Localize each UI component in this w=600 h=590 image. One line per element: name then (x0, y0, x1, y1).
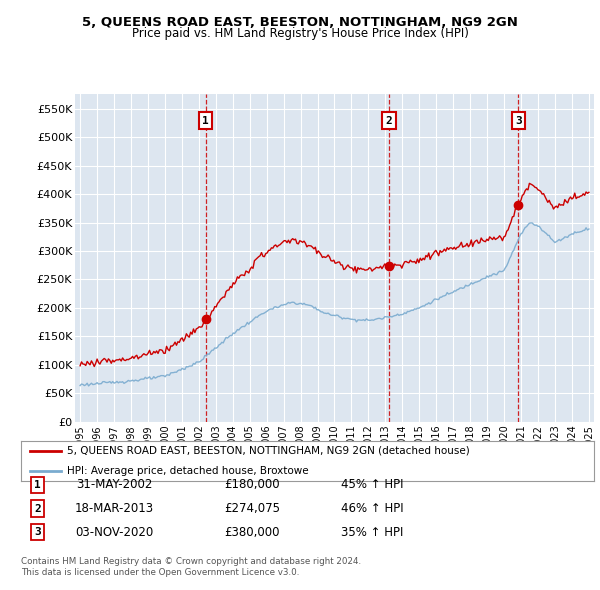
Text: 18-MAR-2013: 18-MAR-2013 (74, 502, 154, 515)
Text: 5, QUEENS ROAD EAST, BEESTON, NOTTINGHAM, NG9 2GN: 5, QUEENS ROAD EAST, BEESTON, NOTTINGHAM… (82, 16, 518, 29)
Text: Contains HM Land Registry data © Crown copyright and database right 2024.: Contains HM Land Registry data © Crown c… (21, 557, 361, 566)
Text: 35% ↑ HPI: 35% ↑ HPI (341, 526, 403, 539)
Text: HPI: Average price, detached house, Broxtowe: HPI: Average price, detached house, Brox… (67, 466, 308, 476)
Text: 03-NOV-2020: 03-NOV-2020 (75, 526, 153, 539)
Text: Price paid vs. HM Land Registry's House Price Index (HPI): Price paid vs. HM Land Registry's House … (131, 27, 469, 40)
Text: £274,075: £274,075 (224, 502, 280, 515)
Text: 1: 1 (202, 116, 209, 126)
Text: 2: 2 (386, 116, 392, 126)
Text: 31-MAY-2002: 31-MAY-2002 (76, 478, 152, 491)
Text: 3: 3 (515, 116, 522, 126)
Text: 46% ↑ HPI: 46% ↑ HPI (341, 502, 403, 515)
Text: 1: 1 (34, 480, 41, 490)
Text: £380,000: £380,000 (224, 526, 280, 539)
Text: 2: 2 (34, 504, 41, 513)
Text: £180,000: £180,000 (224, 478, 280, 491)
Text: 45% ↑ HPI: 45% ↑ HPI (341, 478, 403, 491)
Text: 5, QUEENS ROAD EAST, BEESTON, NOTTINGHAM, NG9 2GN (detached house): 5, QUEENS ROAD EAST, BEESTON, NOTTINGHAM… (67, 446, 470, 455)
Text: 3: 3 (34, 527, 41, 537)
Text: This data is licensed under the Open Government Licence v3.0.: This data is licensed under the Open Gov… (21, 568, 299, 577)
